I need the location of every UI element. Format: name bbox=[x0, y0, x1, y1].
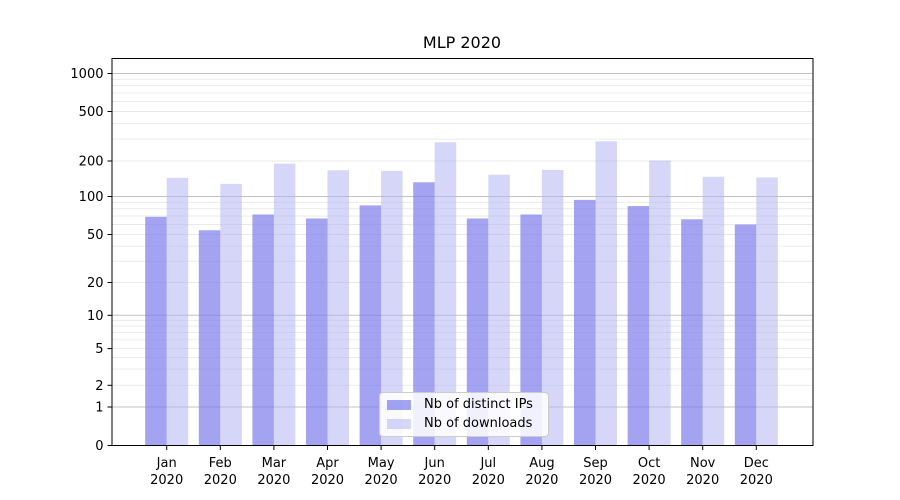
x-tick-label-month: Jul bbox=[479, 456, 496, 471]
y-tick-label-50: 50 bbox=[87, 228, 104, 243]
x-tick-label-month: Feb bbox=[209, 456, 232, 471]
x-tick-label-year: 2020 bbox=[633, 473, 666, 488]
x-tick-label-month: Oct bbox=[638, 456, 660, 471]
tick-marks bbox=[107, 73, 757, 450]
bar-distinct-ips-sep bbox=[574, 199, 596, 446]
x-tick-label-month: Dec bbox=[744, 456, 769, 471]
x-tick-label-year: 2020 bbox=[204, 473, 237, 488]
x-tick-label-year: 2020 bbox=[740, 473, 773, 488]
bar-downloads-mar bbox=[273, 163, 296, 446]
x-tick-label-year: 2020 bbox=[150, 473, 183, 488]
bar-downloads-dec bbox=[756, 177, 778, 446]
x-tick-label-year: 2020 bbox=[472, 473, 505, 488]
bar-downloads-jun bbox=[434, 142, 457, 446]
bar-distinct-ips-jan bbox=[145, 216, 167, 446]
legend-label-distinct-ips: Nb of distinct IPs bbox=[424, 397, 533, 412]
bars-group bbox=[145, 141, 778, 446]
y-tick-label-5: 5 bbox=[95, 342, 103, 357]
y-tick-label-100: 100 bbox=[79, 190, 104, 205]
y-tick-label-1: 1 bbox=[95, 401, 103, 416]
x-tick-label-month: Aug bbox=[529, 456, 554, 471]
y-tick-label-10: 10 bbox=[87, 309, 104, 324]
x-tick-label-year: 2020 bbox=[257, 473, 290, 488]
x-tick-label-month: Sep bbox=[583, 456, 608, 471]
legend-label-downloads: Nb of downloads bbox=[424, 416, 533, 431]
legend-item-distinct-ips: Nb of distinct IPs bbox=[387, 398, 540, 412]
bar-distinct-ips-feb bbox=[198, 230, 221, 446]
tick-labels: 0 1 2 5 10 20 50 100 200 500 1000 Jan 2020 Feb 2020 Mar… bbox=[70, 67, 772, 488]
x-tick-label-year: 2020 bbox=[418, 473, 451, 488]
bar-downloads-jan bbox=[166, 177, 189, 446]
y-tick-label-2: 2 bbox=[95, 379, 103, 394]
x-tick-label-year: 2020 bbox=[525, 473, 558, 488]
x-tick-label-year: 2020 bbox=[365, 473, 398, 488]
bar-distinct-ips-aug bbox=[520, 214, 542, 446]
y-tick-label-1000: 1000 bbox=[70, 67, 103, 82]
chart-title: MLP 2020 bbox=[423, 33, 501, 52]
bar-distinct-ips-dec bbox=[734, 224, 757, 446]
x-tick-label-month: Mar bbox=[262, 456, 287, 471]
bar-downloads-may bbox=[381, 170, 403, 446]
bar-downloads-feb bbox=[220, 183, 242, 446]
y-tick-label-200: 200 bbox=[79, 155, 104, 170]
bar-downloads-oct bbox=[649, 160, 671, 446]
bar-downloads-apr bbox=[327, 170, 349, 446]
bar-distinct-ips-jun bbox=[413, 182, 435, 446]
legend-item-downloads: Nb of downloads bbox=[387, 417, 540, 431]
x-tick-label-month: Jun bbox=[424, 456, 445, 471]
x-tick-label-month: Jan bbox=[156, 456, 177, 471]
x-tick-label-month: Nov bbox=[690, 456, 716, 471]
bar-distinct-ips-oct bbox=[627, 206, 650, 446]
plot-frame bbox=[111, 58, 814, 446]
y-tick-label-0: 0 bbox=[95, 439, 103, 454]
bar-distinct-ips-apr bbox=[306, 218, 328, 446]
bar-downloads-jul bbox=[488, 174, 510, 446]
x-tick-label-month: Apr bbox=[316, 456, 339, 471]
bar-distinct-ips-mar bbox=[252, 214, 274, 446]
legend-swatch-distinct-ips bbox=[387, 400, 411, 410]
legend-swatch-downloads bbox=[387, 419, 411, 429]
x-tick-label-year: 2020 bbox=[686, 473, 719, 488]
bar-distinct-ips-nov bbox=[681, 219, 703, 446]
y-tick-label-500: 500 bbox=[79, 105, 104, 120]
bar-downloads-aug bbox=[541, 169, 564, 446]
bar-downloads-nov bbox=[702, 176, 725, 446]
bar-distinct-ips-jul bbox=[466, 218, 489, 446]
y-tick-label-20: 20 bbox=[87, 276, 104, 291]
x-tick-label-month: May bbox=[368, 456, 395, 471]
bar-distinct-ips-may bbox=[359, 205, 382, 446]
legend: Nb of distinct IPs Nb of downloads bbox=[379, 392, 549, 437]
x-tick-label-year: 2020 bbox=[311, 473, 344, 488]
bar-downloads-sep bbox=[595, 141, 617, 446]
x-tick-label-year: 2020 bbox=[579, 473, 612, 488]
